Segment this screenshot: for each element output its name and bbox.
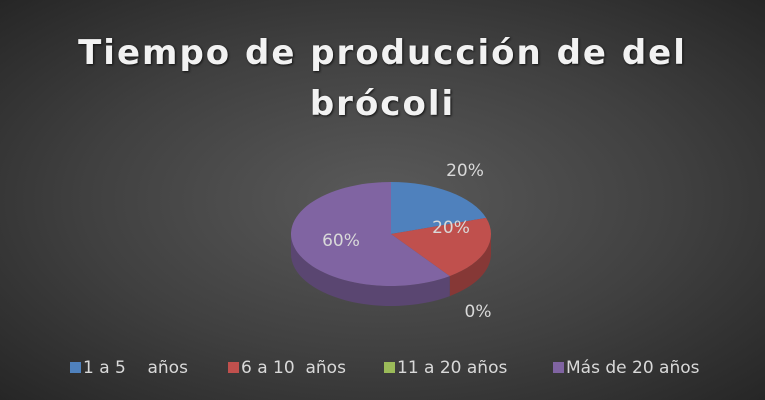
legend-label: Más de 20 años [566,358,700,378]
slice-side [291,234,450,306]
legend-label: 1 a 5 años [83,358,188,378]
data-label: 20% [446,161,484,181]
data-label: 60% [322,231,360,251]
chart-title: Tiempo de producción de del brócoli [78,33,687,124]
legend-label: 11 a 20 años [397,358,507,378]
legend-swatch [384,362,395,373]
slice-side [449,234,491,297]
legend-swatch [553,362,564,373]
data-label: 20% [432,218,470,238]
data-label: 0% [465,302,492,322]
slice [291,182,450,286]
legend-swatch [228,362,239,373]
slice [391,182,487,234]
legend-swatch [70,362,81,373]
legend-label: 6 a 10 años [241,358,346,378]
slice [391,217,491,277]
